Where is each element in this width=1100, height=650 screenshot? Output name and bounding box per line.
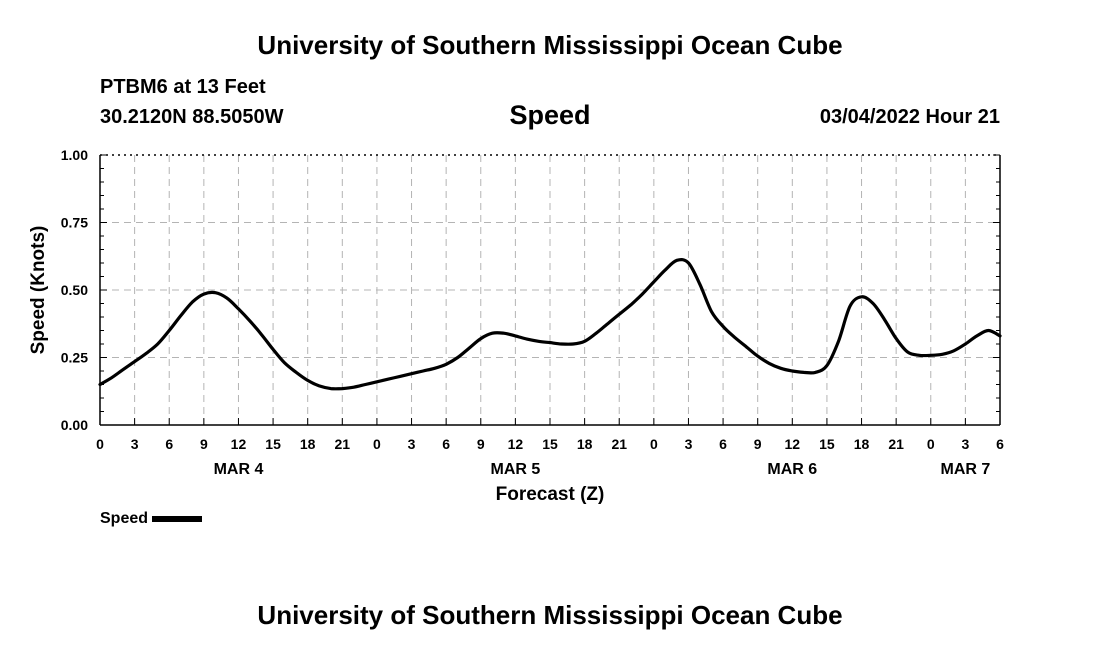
x-tick-label: 6 [165, 436, 173, 452]
x-tick-label: 9 [477, 436, 485, 452]
legend-label: Speed [100, 510, 149, 527]
y-tick-label: 1.00 [61, 147, 88, 163]
x-tick-label: 0 [927, 436, 935, 452]
legend-swatch [152, 516, 203, 522]
x-tick-label: 3 [961, 436, 969, 452]
x-tick-label: 15 [542, 436, 558, 452]
x-tick-label: 0 [96, 436, 104, 452]
x-axis-title: Forecast (Z) [496, 484, 605, 505]
x-tick-label: 3 [685, 436, 693, 452]
x-tick-label: 9 [754, 436, 762, 452]
x-tick-label: 6 [996, 436, 1004, 452]
date-label: MAR 4 [214, 461, 264, 478]
x-tick-label: 12 [231, 436, 247, 452]
x-tick-label: 3 [131, 436, 139, 452]
footer-title: University of Southern Mississippi Ocean… [257, 600, 843, 630]
x-tick-label: 0 [650, 436, 658, 452]
x-tick-label: 12 [785, 436, 801, 452]
date-label: MAR 5 [490, 461, 540, 478]
x-tick-label: 15 [819, 436, 835, 452]
x-tick-label: 21 [611, 436, 627, 452]
x-tick-label: 18 [300, 436, 316, 452]
y-tick-label: 0.00 [61, 417, 88, 433]
speed-series-line [98, 257, 1002, 391]
x-tick-label: 21 [335, 436, 351, 452]
forecast-timestamp: 03/04/2022 Hour 21 [819, 106, 1000, 128]
x-tick-label: 0 [373, 436, 381, 452]
y-tick-label: 0.25 [61, 350, 88, 366]
station-coordinates: 30.2120N 88.5050W [100, 106, 284, 128]
x-tick-label: 12 [508, 436, 524, 452]
page-title: University of Southern Mississippi Ocean… [257, 30, 843, 60]
y-axis-title: Speed (Knots) [28, 226, 49, 355]
x-tick-label: 9 [200, 436, 208, 452]
x-tick-label: 18 [854, 436, 870, 452]
chart-title: Speed [509, 100, 591, 130]
x-tick-label: 18 [577, 436, 593, 452]
y-tick-label: 0.50 [61, 282, 88, 298]
x-tick-label: 6 [719, 436, 727, 452]
y-tick-label: 0.75 [61, 215, 88, 231]
date-label: MAR 7 [940, 461, 990, 478]
x-tick-label: 21 [888, 436, 904, 452]
x-tick-label: 15 [265, 436, 281, 452]
x-tick-label: 6 [442, 436, 450, 452]
legend: Speed [100, 510, 203, 528]
x-tick-label: 3 [408, 436, 416, 452]
station-label: PTBM6 at 13 Feet [100, 76, 266, 98]
date-label: MAR 6 [767, 461, 817, 478]
